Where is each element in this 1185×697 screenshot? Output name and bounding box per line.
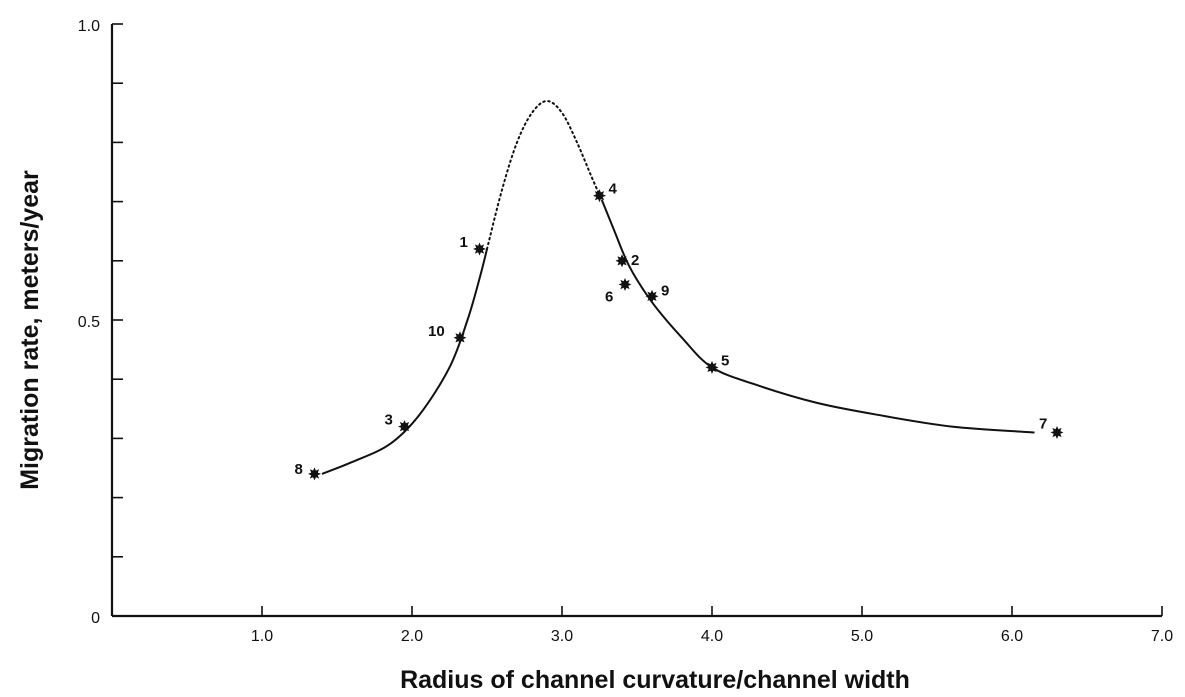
x-tick-label: 7.0	[1151, 628, 1173, 645]
data-point-label: 3	[385, 412, 393, 429]
x-tick-label: 3.0	[551, 628, 573, 645]
data-point-label: 6	[605, 288, 613, 305]
curve-peak-dotted	[486, 99, 604, 250]
x-ticks: 1.0 2.0 3.0 4.0 5.0 6.0 7.0	[251, 606, 1173, 645]
fitted-curve	[321, 99, 1035, 475]
y-tick-label: 1.0	[78, 18, 100, 35]
data-points: 1 2 3 4 5 6 7 8 9 10	[295, 181, 1064, 481]
data-point-label: 2	[631, 252, 639, 269]
data-point-marker	[645, 289, 659, 303]
y-ticks: 0 0.5 1.0	[78, 18, 123, 627]
data-point-marker	[593, 189, 606, 203]
data-point-label: 8	[295, 461, 303, 478]
curve-left-solid	[321, 248, 488, 475]
data-point-label: 10	[428, 323, 445, 340]
data-point-label: 4	[609, 181, 618, 198]
x-axis-title: Radius of channel curvature/channel widt…	[400, 666, 910, 694]
data-point-marker	[615, 254, 629, 268]
axes	[110, 24, 1162, 618]
data-point-marker	[398, 420, 411, 434]
data-point-marker	[453, 331, 467, 345]
x-tick-label: 1.0	[251, 628, 273, 645]
data-point-marker	[618, 278, 632, 291]
data-point-label: 1	[460, 234, 468, 251]
data-point-marker	[308, 467, 321, 481]
data-point-label: 5	[721, 352, 729, 369]
data-point-marker	[473, 242, 486, 256]
y-tick-label: 0.5	[78, 314, 100, 331]
data-point-marker	[705, 360, 719, 374]
curve-right-solid	[601, 201, 1035, 434]
x-tick-label: 4.0	[701, 628, 723, 645]
x-tick-label: 2.0	[401, 628, 423, 645]
y-axis-title: Migration rate, meters/year	[16, 170, 44, 490]
y-tick-label: 0	[91, 610, 100, 627]
data-point-label: 7	[1039, 415, 1047, 432]
x-tick-label: 5.0	[851, 628, 873, 645]
data-point-marker	[1050, 426, 1064, 439]
x-tick-label: 6.0	[1001, 628, 1023, 645]
data-point-label: 9	[661, 282, 669, 299]
